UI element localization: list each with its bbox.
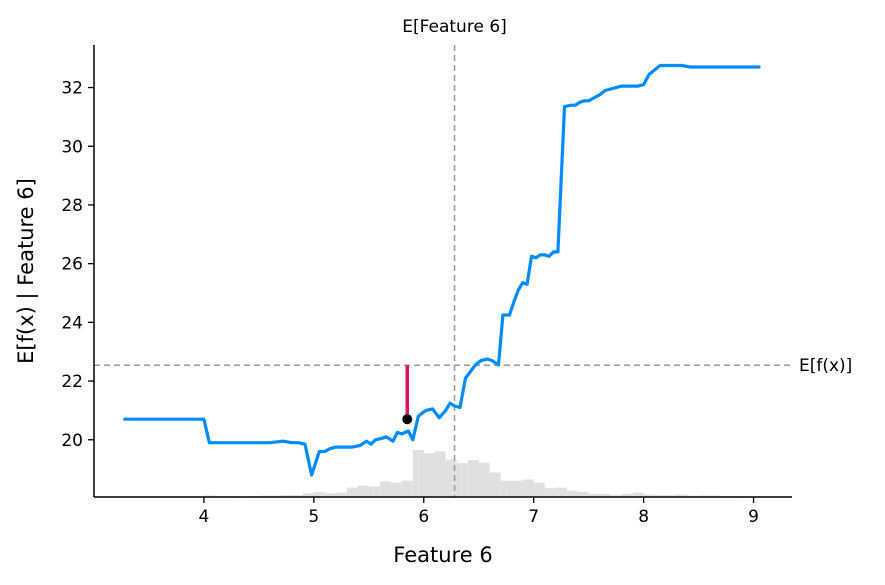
histogram-bar [500,480,512,497]
histogram-bar [346,487,358,497]
histogram-bar [357,485,369,497]
histogram-bar [280,495,292,497]
x-tick-label: 6 [418,507,429,527]
histogram-bar [588,493,600,497]
x-tick-label: 7 [528,507,539,527]
histogram-bar [412,450,424,497]
histogram-bar [423,453,435,497]
y-tick-label: 20 [61,431,83,451]
reference-lines [94,45,792,497]
histogram-bar [335,492,347,497]
histogram-bar [467,460,479,497]
y-tick-label: 22 [61,372,83,392]
y-ticks: 20 22 24 26 28 30 32 [61,79,94,451]
histogram-bar [654,495,666,497]
feature-histogram [203,450,743,497]
histogram-bar [324,493,336,497]
histogram-bar [533,482,545,497]
x-tick-label: 5 [308,507,319,527]
histogram-bar [632,492,644,497]
series-layer [123,63,761,477]
histogram-bar [489,472,501,497]
x-tick-label: 4 [199,507,210,527]
y-tick-label: 28 [61,196,83,216]
highlight-layer [402,365,413,425]
histogram-bar [445,459,457,497]
histogram-bar [522,479,534,497]
histogram-bar [368,486,380,497]
histogram-bar [698,495,710,497]
feature-mean-label: E[Feature 6] [402,17,506,37]
histogram-bar [313,491,325,497]
y-tick-label: 30 [61,137,83,157]
histogram-bar [555,487,567,497]
histogram-bar [401,480,413,497]
highlight-point [402,414,413,425]
histogram-bar [621,493,633,497]
histogram-bar [709,495,721,497]
axes: 4 5 6 7 8 9 20 22 24 26 28 30 32 [61,45,792,527]
histogram-bar [577,491,589,497]
histogram-bar [390,482,402,497]
x-tick-label: 9 [748,507,759,527]
histogram-bar [676,494,688,497]
histogram-bar [610,495,622,497]
y-axis-label: E[f(x) | Feature 6] [14,178,39,364]
expected-value-label: E[f(x)] [799,356,852,376]
histogram-bar [511,480,523,497]
histogram-bar [665,495,677,497]
histogram-bar [643,494,655,497]
histogram-bar [434,451,446,497]
histogram-bar [379,481,391,497]
histogram-bar [302,493,314,497]
y-tick-label: 32 [61,79,83,99]
histogram-bar [478,462,490,497]
x-tick-label: 8 [638,507,649,527]
partial-dependence-line [123,63,761,477]
histogram-bar [203,495,215,497]
y-tick-label: 24 [61,313,83,333]
histogram-bar [544,488,556,497]
x-ticks: 4 5 6 7 8 9 [199,497,759,527]
histogram-bar [566,490,578,497]
histogram-bar [291,495,303,497]
histogram-bar [599,493,611,497]
y-tick-label: 26 [61,255,83,275]
histogram-bar [456,463,468,497]
x-axis-label: Feature 6 [393,543,492,567]
